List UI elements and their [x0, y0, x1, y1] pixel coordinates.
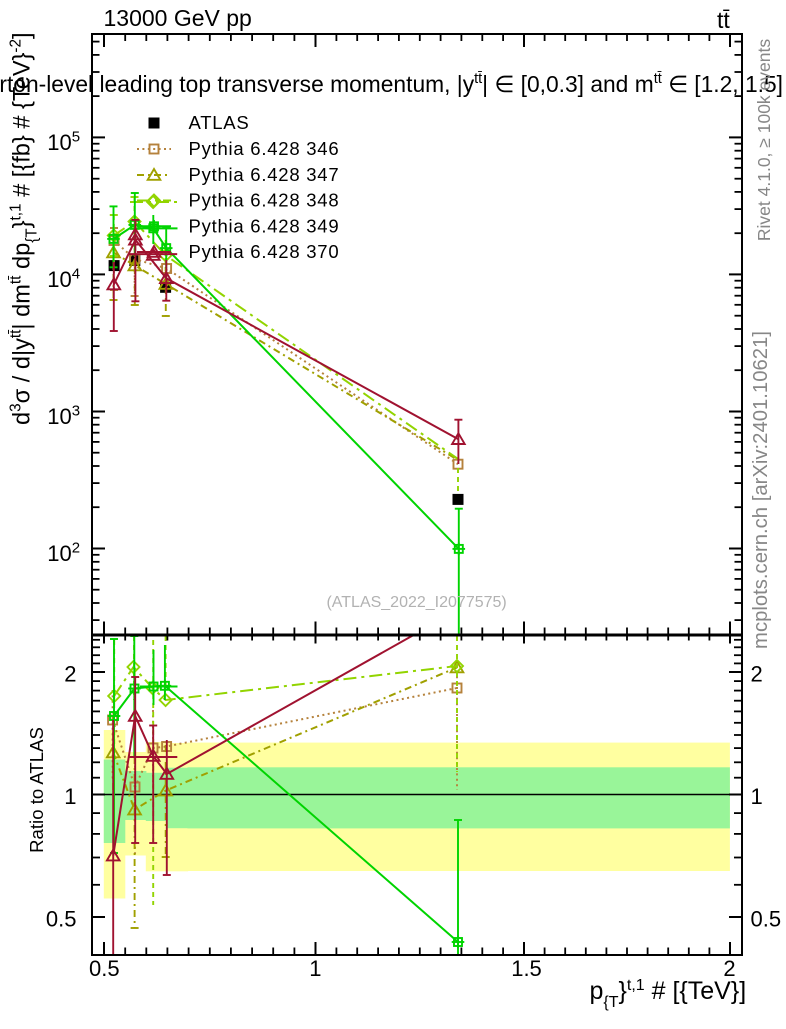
- svg-text:d3σ / d|ytt̄| dmtt̄ dp{T}t,1 #: d3σ / d|ytt̄| dmtt̄ dp{T}t,1 # [{fb} # {…: [8, 32, 41, 425]
- svg-text:2: 2: [751, 662, 763, 687]
- svg-text:Pythia 6.428 346: Pythia 6.428 346: [189, 138, 340, 159]
- svg-text:2: 2: [723, 956, 735, 981]
- svg-text:0.5: 0.5: [751, 907, 782, 932]
- svg-text:Pythia 6.428 347: Pythia 6.428 347: [189, 164, 340, 185]
- svg-text:Pythia 6.428 370: Pythia 6.428 370: [189, 241, 340, 262]
- svg-text:parton-level leading top trans: parton-level leading top transverse mome…: [0, 71, 783, 97]
- svg-text:tt̄: tt̄: [717, 7, 730, 33]
- svg-text:(ATLAS_2022_I2077575): (ATLAS_2022_I2077575): [326, 594, 506, 611]
- svg-text:Pythia 6.428 348: Pythia 6.428 348: [189, 190, 340, 211]
- svg-text:Ratio to ATLAS: Ratio to ATLAS: [26, 727, 47, 853]
- svg-text:1: 1: [64, 784, 76, 809]
- svg-text:13000 GeV pp: 13000 GeV pp: [104, 5, 252, 31]
- svg-text:0.5: 0.5: [89, 956, 120, 981]
- svg-text:Pythia 6.428 349: Pythia 6.428 349: [189, 216, 340, 237]
- svg-text:0.5: 0.5: [46, 907, 77, 932]
- svg-text:2: 2: [64, 662, 76, 687]
- svg-text:Rivet 4.1.0, ≥ 100k events: Rivet 4.1.0, ≥ 100k events: [754, 39, 774, 241]
- svg-text:ATLAS: ATLAS: [189, 112, 250, 133]
- svg-text:1: 1: [751, 784, 763, 809]
- svg-text:1: 1: [309, 956, 321, 981]
- svg-text:1.5: 1.5: [511, 956, 542, 981]
- svg-text:mcplots.cern.ch [arXiv:2401.10: mcplots.cern.ch [arXiv:2401.10621]: [750, 331, 772, 649]
